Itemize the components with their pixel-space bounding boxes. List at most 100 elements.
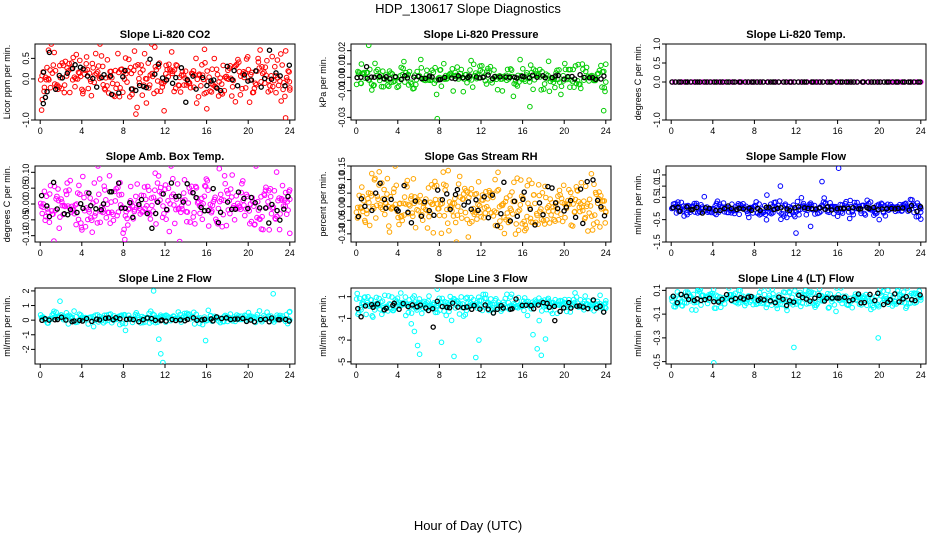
data-point: [193, 100, 200, 106]
data-point: [486, 69, 492, 76]
data-point-mean: [431, 212, 437, 219]
data-point: [582, 183, 589, 190]
data-point-mean: [817, 79, 823, 85]
data-point-mean: [482, 302, 488, 308]
data-point: [432, 196, 439, 203]
data-point-mean: [437, 76, 444, 83]
y-tick-label: 1: [21, 303, 31, 308]
data-point: [455, 203, 461, 210]
data-point: [95, 166, 101, 169]
data-point-mean: [892, 206, 898, 212]
data-point: [229, 172, 235, 178]
data-point: [483, 188, 489, 195]
data-point-mean: [199, 74, 206, 81]
data-point-mean: [93, 84, 100, 90]
data-point-mean: [224, 199, 231, 205]
data-point: [573, 294, 580, 300]
data-point: [46, 191, 53, 197]
data-point-mean: [597, 303, 603, 310]
x-tick-label: 12: [476, 248, 486, 258]
data-point-mean: [261, 75, 268, 82]
data-point: [509, 189, 515, 195]
x-tick-label: 0: [669, 126, 674, 136]
data-point: [585, 298, 592, 304]
data-point: [44, 206, 51, 212]
data-point-mean: [763, 204, 770, 211]
x-tick-label: 8: [752, 126, 757, 136]
y-tick-label: -1: [337, 314, 347, 322]
data-point-mean: [173, 74, 179, 81]
data-point-mean: [687, 79, 694, 85]
point-layer: [669, 79, 924, 85]
data-point: [181, 177, 188, 183]
data-point-mean: [446, 305, 453, 311]
data-point: [598, 62, 604, 69]
data-point: [494, 86, 501, 93]
data-point: [449, 66, 456, 72]
data-point: [438, 83, 445, 89]
data-point-mean: [58, 314, 65, 320]
data-point-mean: [282, 83, 288, 89]
y-tick-label: -0.01: [337, 80, 347, 101]
y-axis-label: degrees C per min.: [2, 166, 12, 243]
data-point-mean: [434, 298, 441, 305]
x-tick-label: 24: [601, 370, 611, 380]
data-point: [424, 67, 430, 74]
data-point: [229, 84, 236, 90]
data-point: [672, 200, 678, 207]
data-point: [131, 48, 138, 54]
x-tick-label: 24: [916, 126, 926, 136]
data-point: [583, 203, 590, 210]
data-point: [225, 190, 231, 197]
data-point-mean: [776, 294, 782, 300]
data-point: [181, 82, 187, 88]
data-point: [558, 91, 564, 98]
data-point: [597, 224, 603, 230]
x-tick-label: 16: [202, 248, 212, 258]
data-point: [441, 213, 448, 219]
data-point: [62, 203, 68, 210]
data-point: [818, 208, 824, 215]
data-point: [726, 288, 732, 291]
data-point: [410, 213, 416, 220]
data-point: [126, 56, 132, 63]
data-point: [252, 221, 258, 228]
data-point-mean: [163, 77, 170, 83]
data-point-mean: [405, 209, 411, 216]
data-point: [572, 63, 579, 69]
data-point: [193, 185, 200, 191]
data-point: [172, 85, 179, 92]
data-point: [544, 217, 550, 223]
x-tick-label: 4: [395, 126, 400, 136]
data-point: [479, 63, 485, 69]
data-point-mean: [774, 205, 781, 212]
data-point: [93, 198, 99, 204]
data-point: [846, 215, 853, 222]
data-point: [155, 173, 162, 179]
data-point-mean: [601, 212, 608, 219]
data-point-mean: [494, 223, 501, 229]
data-point: [161, 108, 167, 114]
data-point: [585, 228, 591, 234]
x-tick-label: 0: [38, 126, 43, 136]
data-point: [532, 200, 538, 207]
data-point: [159, 84, 166, 90]
data-point: [194, 76, 201, 83]
data-point-mean: [358, 74, 364, 81]
data-point: [281, 197, 288, 204]
data-point-mean: [80, 66, 86, 72]
data-point-mean: [601, 73, 607, 79]
data-point-mean: [577, 186, 584, 192]
data-point-mean: [454, 186, 461, 193]
data-point-mean: [706, 295, 713, 301]
data-point: [255, 59, 262, 65]
data-point: [228, 194, 235, 200]
data-point: [155, 64, 162, 70]
data-point: [476, 337, 482, 343]
y-tick-label: 0.1: [652, 284, 662, 297]
data-point: [546, 88, 553, 95]
data-point-mean: [507, 74, 513, 81]
data-point: [125, 222, 131, 228]
data-point: [765, 288, 772, 292]
data-point: [443, 182, 449, 189]
